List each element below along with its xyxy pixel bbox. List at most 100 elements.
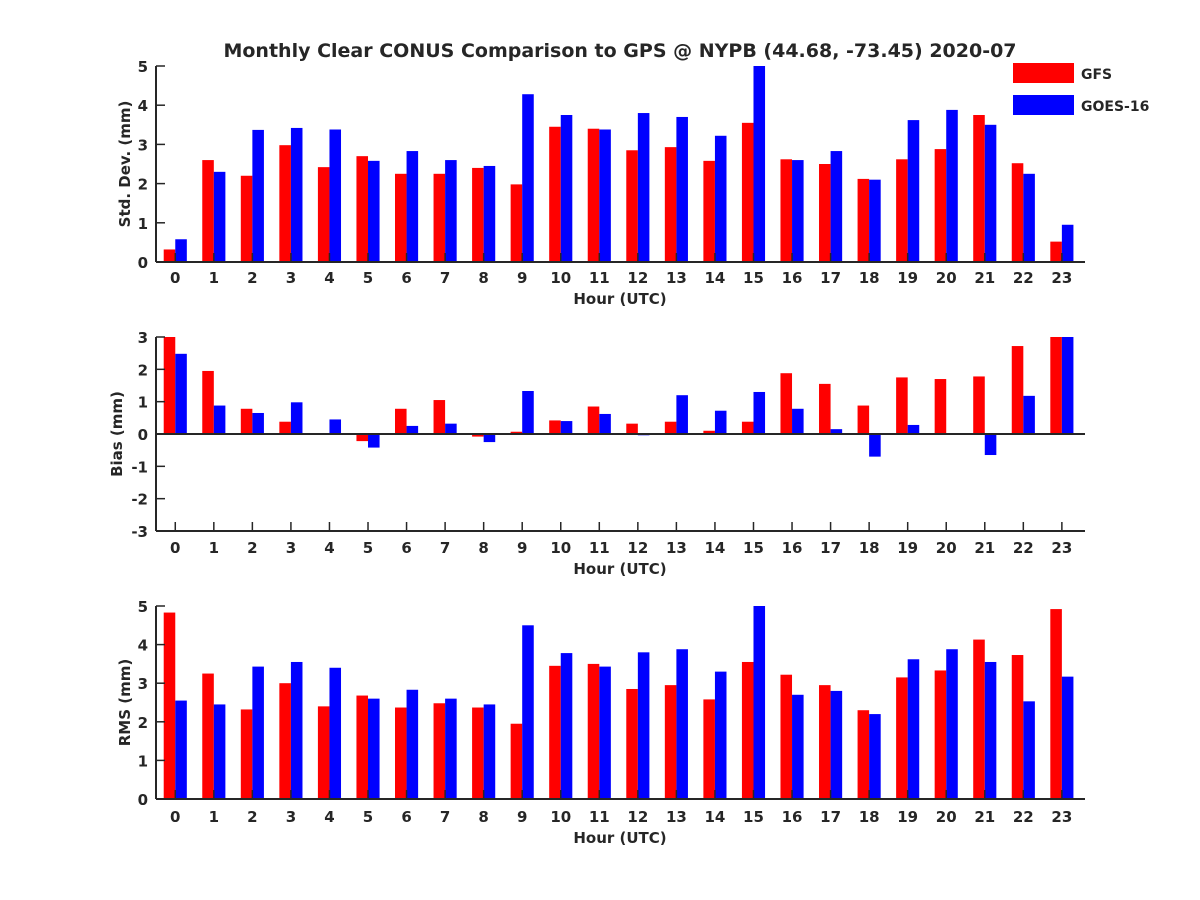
bar-gfs-18 [857, 710, 870, 799]
x-tick-label: 16 [782, 269, 803, 287]
bar-goes16-12 [637, 113, 650, 262]
x-tick-label: 12 [627, 539, 648, 557]
bar-gfs-7 [433, 173, 446, 262]
bar-gfs-6 [395, 173, 407, 262]
legend-swatch-gfs [1013, 63, 1074, 83]
bar-gfs-7 [433, 400, 446, 434]
bar-goes16-19 [907, 120, 920, 262]
x-tick-label: 4 [324, 269, 334, 287]
bar-gfs-15 [741, 421, 754, 434]
bar-goes16-3 [290, 661, 303, 799]
x-tick-label: 13 [666, 539, 687, 557]
x-tick-label: 6 [401, 269, 411, 287]
bar-goes16-17 [830, 151, 843, 262]
bar-gfs-2 [240, 408, 253, 434]
bar-goes16-0 [175, 239, 187, 262]
x-tick-label: 3 [286, 808, 296, 826]
x-tick-label: 0 [170, 269, 180, 287]
x-tick-label: 21 [974, 808, 995, 826]
bar-goes16-14 [714, 135, 727, 262]
x-tick-label: 23 [1051, 808, 1072, 826]
bar-gfs-4 [317, 706, 330, 799]
x-tick-label: 4 [324, 539, 334, 557]
y-tick-label: 2 [138, 361, 148, 379]
bar-gfs-13 [664, 147, 677, 262]
bar-gfs-23 [1050, 609, 1062, 799]
x-tick-label: 8 [478, 269, 488, 287]
x-tick-label: 18 [859, 808, 880, 826]
bar-gfs-21 [973, 115, 985, 262]
bar-gfs-14 [703, 699, 715, 799]
y-tick-label: 1 [138, 394, 148, 412]
y-tick-label: 4 [138, 97, 148, 115]
y-axis-label: Bias (mm) [108, 391, 126, 477]
bar-gfs-2 [240, 175, 253, 262]
bar-goes16-21 [984, 434, 997, 456]
legend-swatch-goes16 [1013, 95, 1074, 115]
x-tick-label: 21 [974, 539, 995, 557]
x-tick-label: 7 [440, 539, 450, 557]
bar-gfs-20 [934, 670, 947, 799]
bar-goes16-2 [252, 412, 264, 434]
x-tick-label: 8 [478, 808, 488, 826]
bar-gfs-21 [973, 376, 985, 434]
bar-gfs-5 [356, 434, 369, 442]
x-tick-label: 5 [363, 539, 373, 557]
x-tick-label: 11 [589, 539, 610, 557]
bar-goes16-7 [445, 160, 457, 262]
x-tick-label: 1 [209, 808, 219, 826]
bar-gfs-5 [356, 156, 369, 262]
bar-goes16-0 [175, 700, 187, 799]
bar-gfs-17 [819, 383, 831, 434]
bar-gfs-3 [279, 683, 291, 799]
bar-goes16-10 [560, 421, 573, 434]
bar-goes16-1 [213, 405, 226, 434]
bar-gfs-9 [510, 184, 523, 262]
x-tick-label: 9 [517, 269, 527, 287]
x-tick-label: 6 [401, 539, 411, 557]
bar-goes16-2 [252, 129, 264, 262]
x-tick-label: 23 [1051, 269, 1072, 287]
chart-title: Monthly Clear CONUS Comparison to GPS @ … [223, 40, 1016, 62]
x-tick-label: 22 [1013, 539, 1034, 557]
bar-goes16-6 [406, 151, 419, 262]
bar-goes16-9 [522, 625, 534, 799]
bar-gfs-20 [934, 149, 947, 262]
bar-goes16-10 [560, 115, 573, 262]
y-tick-label: 1 [138, 752, 148, 770]
x-tick-label: 19 [897, 269, 918, 287]
bar-gfs-10 [549, 126, 561, 262]
bar-goes16-22 [1023, 173, 1035, 262]
bar-goes16-2 [252, 666, 264, 799]
x-tick-label: 11 [589, 808, 610, 826]
bar-gfs-1 [202, 160, 214, 262]
y-tick-label: 4 [138, 637, 148, 655]
bar-goes16-11 [599, 413, 611, 434]
bar-goes16-13 [676, 649, 688, 799]
bar-goes16-15 [753, 391, 766, 434]
x-tick-label: 20 [936, 539, 957, 557]
x-tick-label: 0 [170, 539, 180, 557]
bar-gfs-20 [934, 379, 947, 434]
bar-goes16-1 [213, 171, 226, 262]
bar-gfs-1 [202, 673, 214, 799]
bar-goes16-5 [368, 160, 380, 262]
bar-goes16-23 [1061, 224, 1074, 262]
x-axis-label: Hour (UTC) [573, 560, 666, 578]
y-tick-label: 3 [138, 136, 148, 154]
bar-goes16-7 [445, 423, 457, 434]
x-tick-label: 9 [517, 539, 527, 557]
bar-gfs-11 [587, 663, 600, 799]
bar-goes16-4 [329, 667, 342, 799]
bar-gfs-12 [626, 423, 638, 434]
bar-gfs-12 [626, 150, 638, 262]
x-tick-label: 1 [209, 269, 219, 287]
x-tick-label: 12 [627, 269, 648, 287]
bar-gfs-1 [202, 370, 214, 434]
bar-gfs-19 [896, 377, 908, 434]
bar-gfs-22 [1011, 655, 1024, 799]
x-tick-label: 17 [820, 269, 841, 287]
bar-gfs-22 [1011, 163, 1024, 262]
bar-gfs-3 [279, 145, 291, 262]
bar-goes16-13 [676, 116, 688, 263]
